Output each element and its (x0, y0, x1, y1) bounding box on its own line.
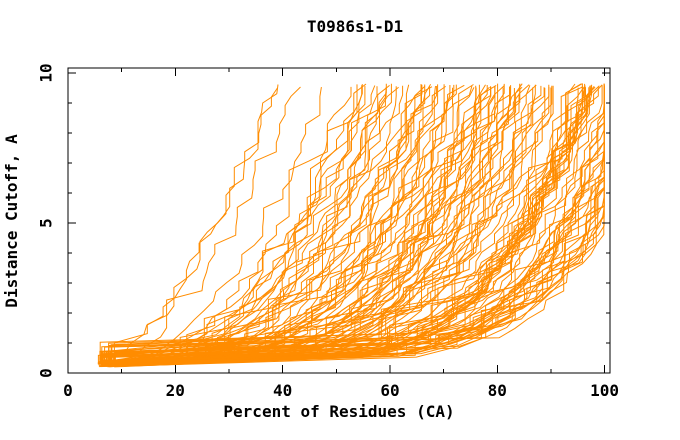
model-curve (108, 87, 546, 362)
model-curve (99, 86, 352, 365)
model-curve (99, 85, 586, 361)
model-curve (107, 83, 605, 365)
model-curve (101, 85, 477, 363)
x-tick-label: 100 (590, 381, 619, 400)
model-curve (103, 84, 422, 363)
axis-ticks-layer (67, 68, 610, 374)
model-curve (108, 87, 552, 363)
model-curve (101, 86, 605, 363)
model-curve (102, 84, 422, 364)
model-curve (103, 87, 387, 363)
x-tick-label: 40 (273, 381, 292, 400)
y-tick-label: 0 (37, 368, 56, 378)
model-curve (106, 87, 475, 367)
model-curve (113, 87, 387, 364)
model-curve (106, 84, 410, 366)
x-axis-label: Percent of Residues (CA) (223, 402, 454, 421)
model-curve (106, 86, 596, 364)
model-curve (105, 85, 583, 364)
model-curve (112, 83, 499, 366)
x-tick-label: 0 (63, 381, 73, 400)
y-axis-label: Distance Cutoff, A (2, 134, 21, 308)
tick-labels-layer: 0 20 40 60 80 100 0 5 10 (37, 63, 620, 400)
model-curve (100, 84, 439, 366)
model-curve (100, 87, 278, 363)
model-curve (101, 86, 397, 368)
model-curve (106, 84, 474, 364)
model-curve (108, 84, 530, 363)
model-curve (114, 86, 583, 368)
y-tick-label: 10 (37, 63, 56, 82)
model-curve (108, 83, 505, 363)
model-curve (109, 84, 550, 366)
model-curve (102, 83, 586, 367)
x-tick-label: 20 (166, 381, 185, 400)
model-curve (102, 85, 363, 363)
model-curve (102, 85, 451, 367)
model-curve (110, 86, 431, 361)
model-curve (111, 86, 301, 366)
axes-frame (67, 67, 611, 374)
model-curve (107, 86, 585, 363)
y-tick-label: 5 (37, 218, 56, 228)
model-curve (113, 84, 536, 363)
model-curve (104, 85, 473, 364)
model-curve (103, 87, 534, 367)
model-curve (98, 86, 436, 367)
model-curve (108, 85, 512, 365)
model-curve (108, 85, 595, 365)
model-curve (108, 84, 455, 365)
model-curve (106, 84, 457, 364)
model-curve (103, 85, 605, 362)
model-curves-layer (97, 83, 605, 368)
model-curve (112, 85, 542, 366)
model-curve (100, 86, 378, 362)
model-curve (111, 86, 492, 366)
chart-title: T0986s1-D1 (307, 17, 403, 36)
model-curve (101, 87, 322, 367)
model-curve (99, 87, 453, 361)
model-curve (104, 84, 537, 366)
model-curve (107, 84, 593, 368)
model-curve (111, 85, 376, 366)
model-curve (108, 85, 390, 366)
model-curve (103, 87, 477, 364)
model-curve (108, 83, 583, 367)
model-curve (105, 87, 592, 363)
model-curve (100, 84, 423, 365)
model-curve (109, 86, 433, 366)
model-curve (110, 86, 523, 362)
model-curve (109, 85, 426, 366)
model-curve (110, 83, 387, 362)
model-curve (102, 85, 605, 366)
model-curve (103, 85, 553, 362)
x-tick-label: 80 (488, 381, 507, 400)
model-curve (99, 88, 515, 364)
x-tick-label: 60 (380, 381, 399, 400)
model-curve (111, 86, 399, 364)
model-curve (101, 87, 585, 367)
